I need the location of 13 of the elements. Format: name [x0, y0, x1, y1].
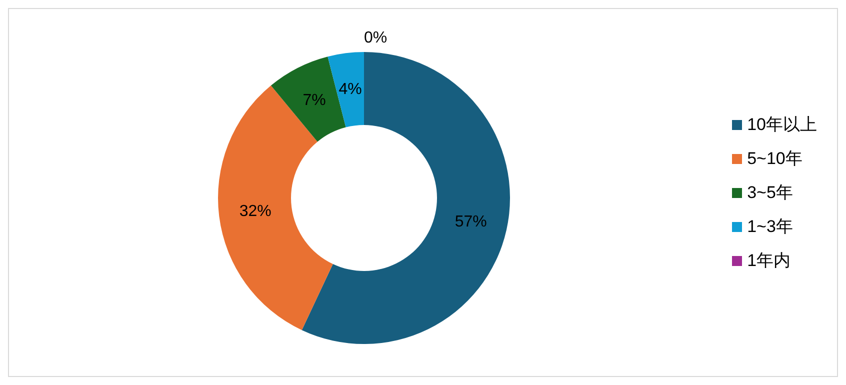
- donut-slice: [302, 52, 510, 344]
- legend-label: 5~10年: [747, 148, 802, 170]
- legend-label: 1~3年: [747, 216, 793, 238]
- legend-label: 1年内: [747, 250, 791, 272]
- donut-slice: [218, 86, 333, 330]
- donut-slice: [328, 52, 364, 128]
- data-label: 57%: [454, 213, 487, 230]
- legend-label: 3~5年: [747, 182, 793, 204]
- data-label: 4%: [338, 80, 362, 98]
- data-label: 7%: [302, 92, 326, 109]
- legend-label: 10年以上: [747, 114, 817, 136]
- data-label: 32%: [239, 203, 272, 220]
- text: 0%: [364, 30, 388, 46]
